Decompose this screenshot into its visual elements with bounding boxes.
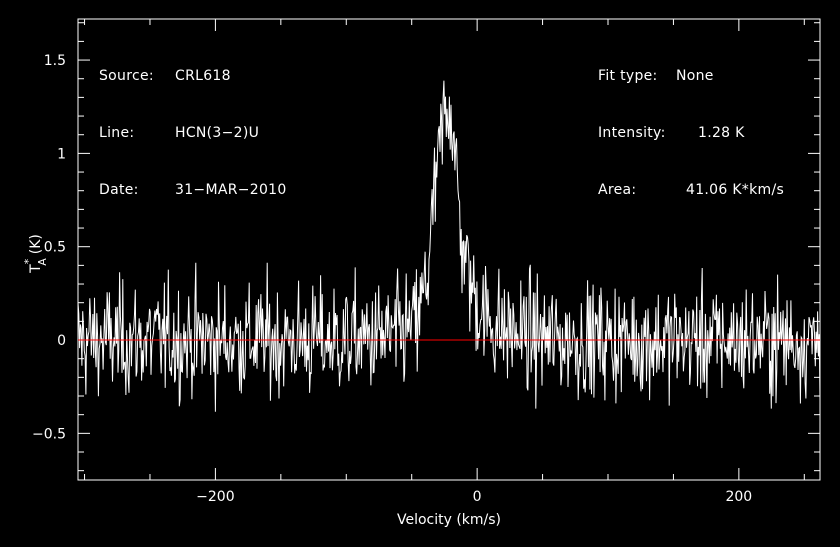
y-axis-label-unit: (K) <box>28 234 44 254</box>
y-tick-label: −0.5 <box>32 426 66 442</box>
y-axis-label: T*A (K) <box>22 234 49 274</box>
y-axis-label-sub: A <box>36 258 49 266</box>
x-tick-label: −200 <box>196 489 234 505</box>
y-tick-label: 0 <box>57 333 66 349</box>
line-value: HCN(3−2)U <box>175 125 260 141</box>
fit-type-label: Fit type: <box>598 68 658 84</box>
intensity-label: Intensity: <box>598 125 666 141</box>
line-label: Line: <box>99 125 135 141</box>
source-label: Source: <box>99 68 154 84</box>
y-axis-label-main: T <box>28 264 44 274</box>
y-axis-label-sup: * <box>22 258 35 264</box>
axis-ticks: −200 0 200 −0.5 0 0.5 1 1.5 <box>32 19 820 505</box>
spectrum-line <box>77 80 821 412</box>
area-value: 41.06 K*km/s <box>686 182 785 198</box>
x-tick-label: 200 <box>725 489 752 505</box>
info-panel-left: Source: CRL618 Line: HCN(3−2)U Date: 31−MAR… <box>99 36 287 223</box>
x-axis-label: Velocity (km/s) <box>397 512 501 528</box>
date-label: Date: <box>99 182 139 198</box>
intensity-value: 1.28 K <box>698 125 745 141</box>
source-value: CRL618 <box>175 68 231 84</box>
area-label: Area: <box>598 182 637 198</box>
x-tick-label: 0 <box>473 489 482 505</box>
plot-frame <box>77 18 821 481</box>
fit-type-value: None <box>676 68 714 84</box>
y-tick-label: 1.5 <box>44 53 66 69</box>
y-tick-label: 0.5 <box>44 240 66 256</box>
info-panel-right: Fit type: None Intensity: 1.28 K Area: 41.0… <box>598 36 784 223</box>
date-value: 31−MAR−2010 <box>175 182 287 198</box>
y-tick-label: 1 <box>57 146 66 162</box>
